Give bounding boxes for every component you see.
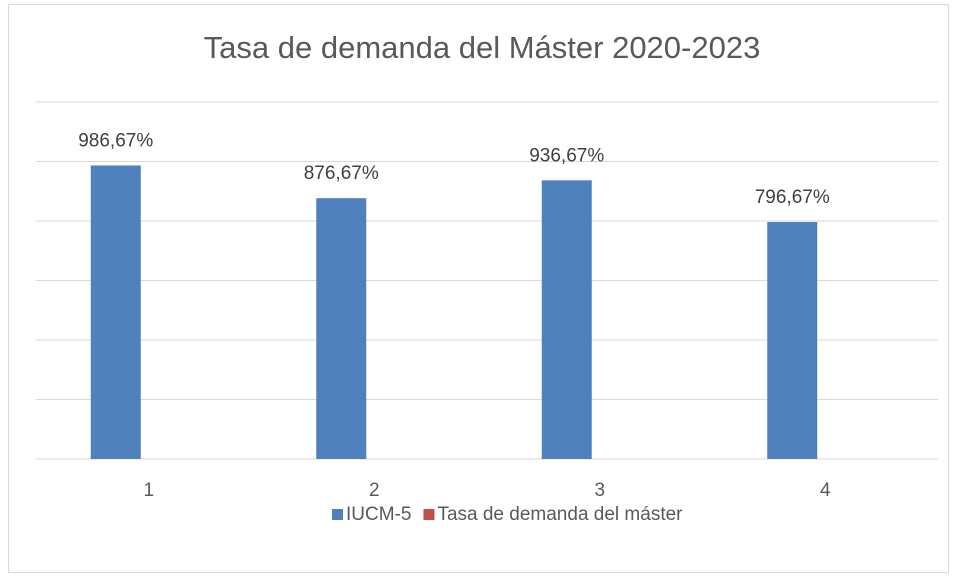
- legend-label: IUCM-5: [346, 504, 411, 525]
- legend-swatch: [332, 509, 343, 520]
- x-tick-label: 3: [594, 480, 605, 501]
- bar: [90, 165, 141, 459]
- x-tick-label: 2: [369, 480, 380, 501]
- data-label: 936,67%: [529, 145, 604, 166]
- x-tick-label: 4: [820, 480, 831, 501]
- bar: [316, 198, 367, 459]
- chart-title: Tasa de demanda del Máster 2020-2023: [204, 30, 761, 65]
- legend-swatch: [423, 509, 435, 520]
- x-tick-label: 1: [143, 480, 154, 501]
- bar: [767, 221, 818, 459]
- data-label: 796,67%: [755, 187, 830, 208]
- legend-label: Tasa de demanda del máster: [437, 504, 683, 525]
- data-label: 986,67%: [78, 130, 153, 151]
- bar: [541, 180, 592, 459]
- data-label: 876,67%: [304, 163, 379, 184]
